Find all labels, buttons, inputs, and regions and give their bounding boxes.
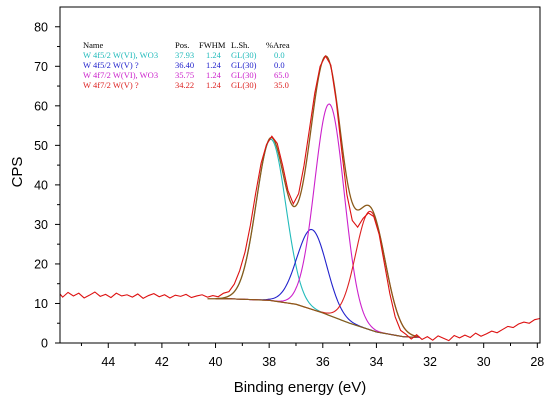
y-tick-label: 40 bbox=[34, 178, 48, 192]
curves-group bbox=[60, 54, 540, 342]
legend-row-cell: 36.40 bbox=[175, 60, 194, 70]
y-tick-label: 0 bbox=[41, 337, 48, 351]
x-tick-label: 36 bbox=[316, 355, 330, 369]
component-peak-3 bbox=[215, 103, 420, 339]
background-curve bbox=[207, 298, 417, 338]
y-tick-label: 60 bbox=[34, 99, 48, 113]
legend-row-cell: W 4f5/2 W(VI), WO3 bbox=[83, 50, 158, 60]
legend-row-cell: 34.22 bbox=[175, 80, 194, 90]
legend-row-cell: W 4f7/2 W(V) ? bbox=[83, 80, 139, 90]
x-tick-label: 38 bbox=[262, 355, 276, 369]
legend-row-cell: W 4f7/2 W(VI), WO3 bbox=[83, 70, 158, 80]
legend-row-cell: 1.24 bbox=[206, 80, 222, 90]
legend-row-cell: 1.24 bbox=[206, 70, 222, 80]
legend-row-cell: 65.0 bbox=[274, 70, 289, 80]
legend-row-cell: GL(30) bbox=[231, 80, 257, 90]
y-tick-label: 80 bbox=[34, 20, 48, 34]
legend-row-cell: W 4f5/2 W(V) ? bbox=[83, 60, 139, 70]
x-tick-label: 42 bbox=[155, 355, 169, 369]
legend-row-cell: 0.0 bbox=[274, 50, 285, 60]
legend-table: Name Pos. FWHM L.Sh. %Area W 4f5/2 W(VI), WO3… bbox=[83, 40, 290, 90]
legend-header-cell: L.Sh. bbox=[231, 40, 249, 50]
legend-row-cell: GL(30) bbox=[231, 50, 257, 60]
y-axis-title: CPS bbox=[9, 157, 26, 188]
raw-data-line bbox=[60, 54, 540, 342]
legend-row-cell: 35.0 bbox=[274, 80, 289, 90]
y-tick-label: 20 bbox=[34, 257, 48, 271]
x-tick-label: 30 bbox=[477, 355, 491, 369]
x-tick-label: 44 bbox=[101, 355, 115, 369]
axes: 44 42 40 38 36 34 32 30 28 0 10 20 30 40 50 60 70 80 bbox=[34, 6, 544, 369]
y-tick-label: 30 bbox=[34, 218, 48, 232]
x-axis-title: Binding energy (eV) bbox=[234, 379, 367, 396]
legend-row-cell: GL(30) bbox=[231, 70, 257, 80]
legend-row-cell: 35.75 bbox=[175, 70, 194, 80]
legend-header-cell: Pos. bbox=[175, 40, 189, 50]
plot-frame bbox=[59, 6, 541, 344]
legend-row-cell: 0.0 bbox=[274, 60, 285, 70]
plot-area bbox=[60, 54, 540, 342]
legend-header-cell: %Area bbox=[266, 40, 290, 50]
y-tick-label: 50 bbox=[34, 139, 48, 153]
legend-row-cell: GL(30) bbox=[231, 60, 257, 70]
x-tick-label: 40 bbox=[209, 355, 223, 369]
y-tick-label: 10 bbox=[34, 297, 48, 311]
x-tick-label: 34 bbox=[369, 355, 383, 369]
y-tick-label: 70 bbox=[34, 60, 48, 74]
legend-row-cell: 1.24 bbox=[206, 50, 222, 60]
legend-header-cell: Name bbox=[83, 40, 104, 50]
legend-row-cell: 37.93 bbox=[175, 50, 194, 60]
envelope-curve bbox=[215, 55, 420, 338]
x-tick-label: 28 bbox=[530, 355, 544, 369]
legend-header-cell: FWHM bbox=[199, 40, 226, 50]
component-peak-4 bbox=[215, 210, 420, 338]
component-peak-1 bbox=[215, 138, 420, 339]
legend-row-cell: 1.24 bbox=[206, 60, 222, 70]
x-tick-label: 32 bbox=[423, 355, 437, 369]
